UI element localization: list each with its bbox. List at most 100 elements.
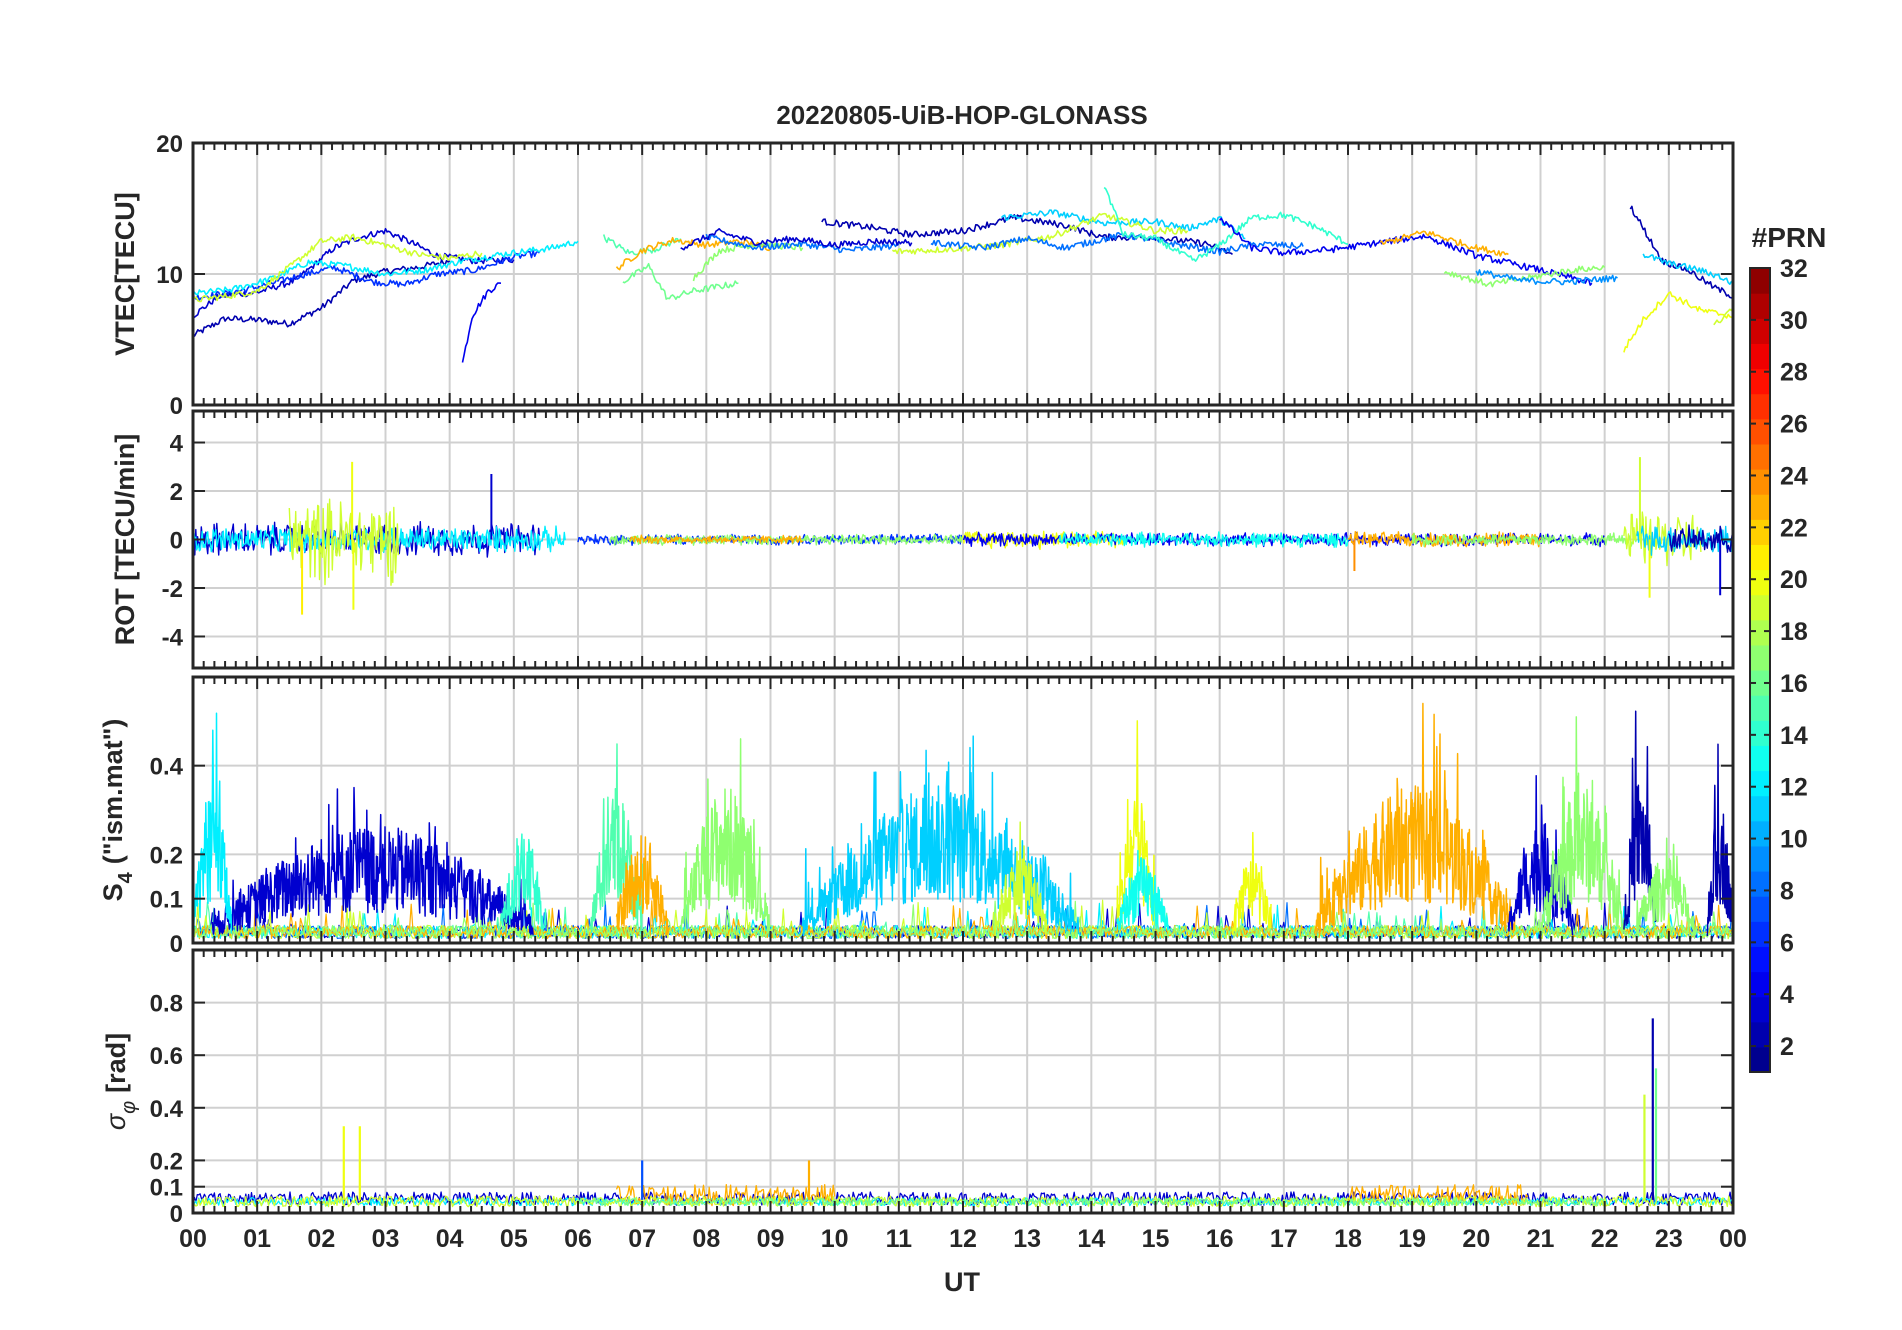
x-tick-label: 10 [821, 1225, 849, 1253]
colorbar-tick-label: 14 [1780, 722, 1808, 750]
series-line-prn-4 [461, 282, 502, 363]
colorbar-segment [1750, 544, 1770, 571]
x-tick-label: 23 [1655, 1225, 1683, 1253]
colorbar-segment [1750, 795, 1770, 822]
series-line-prn-15 [590, 743, 643, 934]
x-tick-label: 07 [628, 1225, 656, 1253]
colorbar-segment [1750, 519, 1770, 545]
y-tick-label: -2 [162, 576, 183, 603]
x-tick-label: 04 [436, 1225, 464, 1253]
y-axis-label: S4 ("ism.mat") [98, 719, 137, 902]
x-tick-label: 00 [1719, 1225, 1747, 1253]
x-tick-label: 19 [1398, 1225, 1426, 1253]
series-line-prn-12 [193, 240, 579, 296]
series-line-prn-19 [891, 212, 1189, 255]
series-line-prn-23 [615, 1183, 836, 1207]
colorbar-segment [1750, 393, 1770, 420]
series-line-prn-2 [193, 259, 451, 337]
series-line-prn-13 [1058, 531, 1349, 548]
colorbar-segment [1750, 770, 1770, 797]
series-line-prn-19 [1623, 511, 1702, 567]
series-line-prn-17 [1540, 716, 1625, 933]
y-label-suffix: [rad] [101, 1033, 131, 1093]
colorbar-tick-label: 22 [1780, 514, 1808, 542]
series-line-prn-2 [1629, 205, 1733, 299]
y-axis-label: ROT [TECU/min] [110, 434, 140, 645]
y-axis-label: VTEC[TECU] [110, 192, 140, 356]
panel-s4: 0 0.1 0.2 0.4 S4 ("ism.mat") [98, 675, 1735, 958]
y-tick-label: 0.4 [150, 1096, 184, 1123]
colorbar-segment [1750, 644, 1770, 671]
series-line-prn-3 [211, 786, 534, 936]
series-line-prn-12 [193, 712, 233, 934]
y-tick-label: -4 [162, 624, 184, 651]
colorbar-segment [1750, 1046, 1770, 1073]
series-line-prn-12 [193, 524, 566, 554]
x-tick-label: 12 [949, 1225, 977, 1253]
colorbar-segment [1750, 921, 1770, 947]
data-group [193, 457, 1733, 615]
colorbar-segment [1750, 896, 1770, 922]
series-line-prn-19 [288, 498, 399, 586]
x-tick-label: 00 [179, 1225, 207, 1253]
colorbar-tick-label: 8 [1780, 877, 1794, 905]
x-tick-label: 20 [1462, 1225, 1490, 1253]
y-tick-label: 0 [170, 1201, 183, 1228]
y-tick-label: 0.8 [150, 991, 183, 1018]
series-line-prn-17 [1411, 532, 1638, 547]
y-label-main: S [98, 883, 128, 901]
series-line-prn-8 [930, 232, 1304, 256]
colorbar-tick-label: 30 [1780, 307, 1808, 335]
x-tick-label: 17 [1270, 1225, 1298, 1253]
colorbar-segment [1750, 695, 1770, 721]
colorbar-segment [1750, 1021, 1770, 1048]
y-label-sub: φ [118, 1101, 140, 1114]
colorbar-segment [1750, 745, 1770, 772]
series-line-prn-19 [994, 821, 1048, 936]
colorbar-segment [1750, 594, 1770, 621]
series-line-prn-2 [1623, 710, 1657, 930]
y-tick-label: 0.4 [150, 754, 184, 781]
chart-title: 20220805-UiB-HOP-GLONASS [776, 100, 1147, 130]
colorbar-tick-label: 32 [1780, 255, 1808, 283]
y-tick-label: 0.1 [150, 887, 183, 914]
series-line-prn-17 [1636, 837, 1696, 935]
series-line-prn-17 [692, 241, 804, 282]
colorbar-segment [1750, 619, 1770, 646]
y-tick-label: 20 [156, 131, 183, 158]
colorbar-segment [1750, 845, 1770, 872]
series-line-prn-19 [1713, 306, 1733, 326]
series-line-prn-17 [1443, 265, 1606, 288]
colorbar-tick-label: 6 [1780, 929, 1794, 957]
colorbar-segment [1750, 268, 1770, 294]
colorbar-label: #PRN [1752, 222, 1827, 253]
y-tick-label: 10 [156, 262, 183, 289]
y-label-main: σ [101, 1112, 131, 1130]
colorbar-frame [1749, 267, 1771, 1073]
colorbar-segment [1750, 418, 1770, 445]
series-line-prn-19 [193, 233, 483, 303]
series-line-prn-11 [801, 735, 1080, 937]
x-tick-label: 11 [886, 1225, 913, 1253]
series-line-prn-2 [1706, 743, 1733, 937]
x-tick-label: 02 [307, 1225, 335, 1253]
x-tick-label: 09 [757, 1225, 785, 1253]
y-label-sub: 4 [115, 871, 137, 883]
colorbar-segment [1750, 670, 1770, 696]
x-tick-label: 01 [243, 1225, 271, 1253]
x-tick-label: 16 [1206, 1225, 1234, 1253]
series-line-prn-11 [1000, 209, 1246, 240]
x-tick-label: 22 [1591, 1225, 1619, 1253]
y-tick-label: 4 [170, 431, 184, 458]
series-line-prn-20 [1623, 291, 1733, 353]
series-line-prn-16 [622, 262, 739, 301]
x-tick-label: 14 [1077, 1225, 1105, 1253]
colorbar-segment [1750, 996, 1770, 1023]
series-line-prn-11 [1642, 253, 1733, 286]
y-axis-label: σφ [rad] [101, 1033, 140, 1130]
colorbar-tick-label: 28 [1780, 359, 1808, 387]
series-line-prn-14 [1103, 186, 1348, 262]
y-tick-label: 0 [170, 393, 183, 420]
